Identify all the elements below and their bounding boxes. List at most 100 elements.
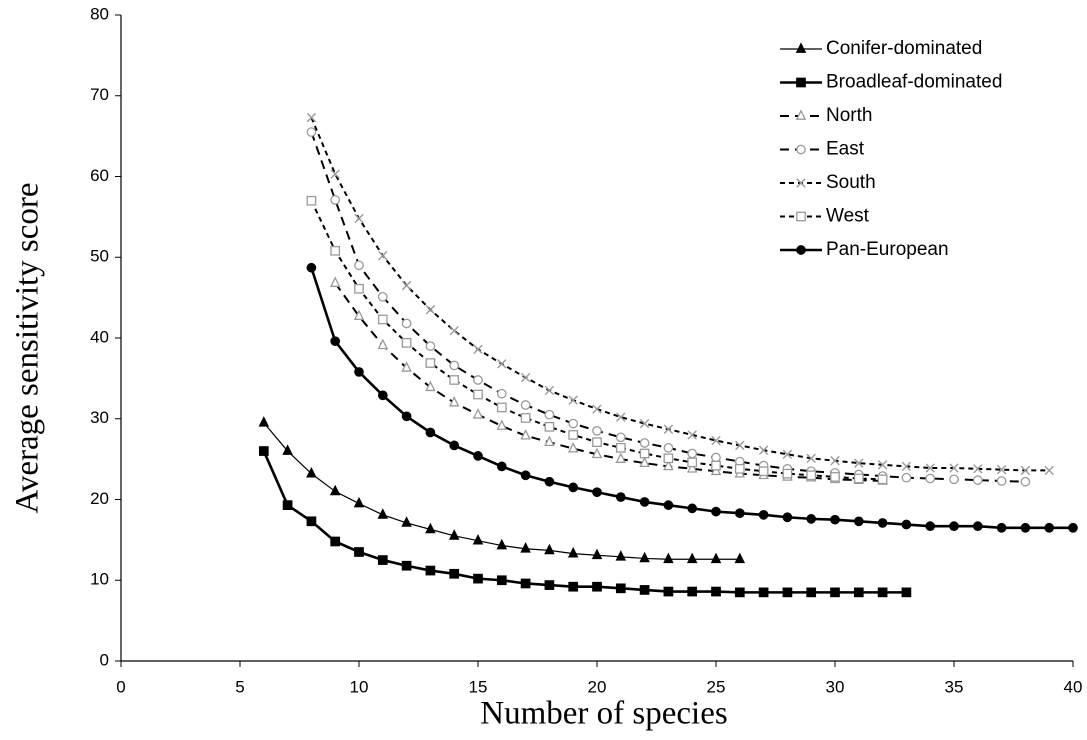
- legend-label: West: [826, 206, 870, 227]
- marker: [496, 419, 508, 430]
- marker: [782, 449, 793, 459]
- marker: [639, 418, 650, 429]
- marker: [496, 402, 507, 413]
- marker: [496, 388, 507, 399]
- marker: [354, 547, 364, 557]
- legend-item: South: [780, 172, 876, 193]
- marker: [568, 581, 579, 592]
- marker: [425, 380, 436, 392]
- legend-item: Conifer-dominated: [780, 38, 982, 59]
- legend-item: Broadleaf-dominated: [780, 72, 1002, 93]
- marker: [520, 542, 531, 553]
- marker: [853, 473, 864, 484]
- marker: [663, 442, 674, 453]
- x-axis-title: Number of species: [480, 696, 727, 732]
- marker: [306, 195, 317, 206]
- marker: [449, 360, 460, 371]
- marker: [663, 453, 674, 464]
- series-line: [262, 450, 907, 594]
- marker: [996, 476, 1007, 486]
- marker: [806, 587, 817, 598]
- x-tick-label: 40: [1064, 677, 1083, 696]
- marker: [663, 586, 674, 597]
- marker: [497, 359, 507, 369]
- x-tick-label: 10: [350, 677, 369, 696]
- marker: [687, 448, 698, 459]
- marker: [353, 496, 365, 508]
- marker: [449, 568, 460, 579]
- legend-label: Broadleaf-dominated: [826, 72, 1002, 93]
- marker: [354, 260, 364, 271]
- marker: [830, 456, 840, 466]
- marker: [806, 453, 816, 464]
- marker: [425, 427, 436, 438]
- marker: [496, 538, 508, 550]
- marker: [354, 283, 364, 294]
- marker: [473, 573, 483, 584]
- marker: [901, 587, 912, 598]
- marker: [796, 77, 806, 88]
- marker: [615, 550, 627, 561]
- marker: [425, 358, 436, 368]
- y-tick-label: 10: [90, 570, 109, 589]
- marker: [401, 318, 412, 329]
- marker: [796, 144, 806, 155]
- marker: [520, 578, 531, 589]
- y-tick-label: 50: [90, 247, 109, 266]
- marker: [639, 551, 650, 563]
- legend-label: North: [826, 105, 872, 126]
- marker: [567, 441, 579, 453]
- marker: [520, 429, 531, 440]
- marker: [329, 484, 341, 496]
- marker: [901, 461, 912, 472]
- marker: [282, 500, 293, 511]
- marker: [568, 418, 579, 429]
- marker: [520, 413, 531, 423]
- marker: [378, 250, 388, 261]
- marker: [795, 42, 807, 53]
- marker: [282, 444, 293, 455]
- marker: [472, 408, 484, 419]
- x-tick-label: 20: [588, 677, 607, 696]
- marker: [639, 438, 650, 448]
- marker: [639, 585, 650, 595]
- marker: [473, 375, 483, 385]
- marker: [758, 587, 769, 598]
- marker: [592, 487, 602, 498]
- series: [306, 262, 1078, 533]
- legend-label: Pan-European: [826, 239, 949, 260]
- marker: [330, 169, 340, 179]
- marker: [329, 276, 341, 287]
- marker: [473, 389, 483, 400]
- marker: [448, 529, 460, 540]
- marker: [306, 262, 317, 273]
- marker: [949, 521, 959, 531]
- series-line: [310, 117, 1050, 472]
- series-line: [334, 282, 883, 482]
- marker: [258, 416, 270, 427]
- marker: [520, 470, 531, 481]
- marker: [877, 587, 888, 598]
- x-tick-label: 35: [945, 677, 964, 696]
- marker: [425, 341, 436, 351]
- marker: [330, 195, 341, 205]
- marker: [258, 446, 269, 456]
- marker: [854, 458, 864, 468]
- marker: [639, 497, 650, 507]
- marker: [877, 460, 888, 470]
- marker: [496, 575, 507, 586]
- marker: [592, 581, 602, 592]
- marker: [425, 565, 436, 576]
- marker: [568, 395, 578, 405]
- marker: [830, 472, 840, 482]
- marker: [925, 521, 936, 531]
- marker: [758, 445, 769, 455]
- marker: [306, 516, 317, 527]
- marker: [330, 336, 341, 347]
- marker: [377, 390, 388, 401]
- y-tick-label: 30: [90, 408, 109, 427]
- y-tick-label: 0: [100, 650, 109, 669]
- marker: [377, 314, 388, 325]
- marker: [330, 245, 341, 256]
- marker: [686, 552, 698, 564]
